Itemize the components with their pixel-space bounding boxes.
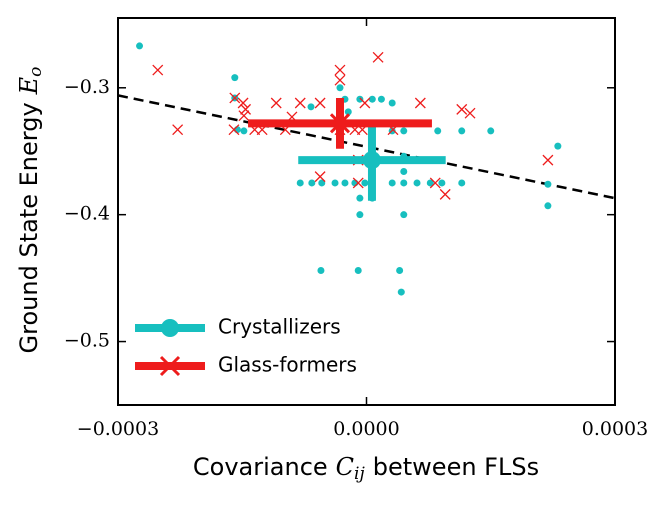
legend-label: Crystallizers bbox=[218, 315, 341, 339]
point bbox=[414, 97, 426, 109]
point bbox=[354, 267, 362, 275]
point bbox=[229, 92, 241, 104]
legend-marker bbox=[159, 355, 181, 377]
point bbox=[294, 97, 306, 109]
point bbox=[426, 179, 434, 187]
point bbox=[438, 179, 446, 187]
legend-item: Crystallizers bbox=[135, 315, 341, 339]
legend-label: Glass-formers bbox=[218, 353, 357, 377]
point bbox=[318, 179, 326, 187]
y-tick-label: −0.4 bbox=[64, 203, 110, 225]
point bbox=[400, 211, 408, 219]
y-label-text: Ground State Energy bbox=[15, 102, 43, 353]
point bbox=[334, 74, 346, 86]
point bbox=[314, 97, 326, 109]
point bbox=[388, 99, 396, 107]
point bbox=[362, 151, 381, 170]
point bbox=[400, 179, 408, 187]
point bbox=[456, 103, 468, 115]
point bbox=[356, 194, 364, 202]
point bbox=[542, 154, 554, 166]
point bbox=[270, 97, 282, 109]
point bbox=[308, 179, 316, 187]
point bbox=[361, 179, 369, 187]
point bbox=[314, 171, 326, 183]
point bbox=[554, 142, 562, 150]
point bbox=[240, 103, 252, 115]
point bbox=[372, 51, 384, 63]
point bbox=[544, 202, 552, 210]
y-label-sub: o bbox=[26, 67, 46, 77]
point bbox=[152, 64, 164, 76]
point bbox=[458, 179, 466, 187]
point bbox=[359, 97, 371, 109]
point bbox=[400, 168, 408, 176]
point bbox=[238, 110, 250, 122]
plot-frame bbox=[117, 17, 616, 406]
y-tick-label: −0.5 bbox=[64, 330, 110, 352]
point bbox=[240, 127, 248, 135]
x-label-text: Covariance bbox=[193, 453, 328, 481]
x-label-sub: ij bbox=[354, 464, 365, 484]
point bbox=[317, 267, 325, 275]
point bbox=[434, 127, 442, 135]
point bbox=[368, 95, 376, 103]
point bbox=[344, 108, 352, 116]
point bbox=[388, 179, 396, 187]
point bbox=[356, 211, 364, 219]
point bbox=[329, 113, 351, 134]
point bbox=[331, 179, 339, 187]
x-tick-label: −0.0003 bbox=[77, 418, 159, 440]
y-label-symbol: E bbox=[15, 76, 43, 95]
point bbox=[228, 124, 240, 136]
point bbox=[237, 97, 249, 109]
point bbox=[413, 179, 421, 187]
y-tick-label: −0.3 bbox=[64, 76, 110, 98]
fit-line bbox=[117, 94, 616, 200]
point bbox=[136, 42, 144, 50]
legend-item: Glass-formers bbox=[135, 353, 357, 377]
point bbox=[307, 103, 315, 111]
x-label-symbol: C bbox=[336, 453, 354, 481]
x-tick-label: 0.0003 bbox=[582, 418, 648, 440]
point bbox=[341, 179, 349, 187]
point bbox=[296, 179, 304, 187]
point bbox=[396, 267, 404, 275]
point bbox=[352, 177, 364, 189]
point bbox=[377, 95, 385, 103]
point bbox=[334, 64, 346, 76]
point bbox=[458, 127, 466, 135]
point bbox=[172, 124, 184, 136]
point bbox=[397, 288, 405, 296]
point bbox=[439, 188, 451, 200]
point bbox=[429, 177, 441, 189]
y-axis-label: Ground State Energy Eo bbox=[15, 67, 46, 354]
x-label-after: between FLSs bbox=[373, 453, 539, 481]
point bbox=[231, 74, 239, 82]
x-axis-label: Covariance Cij between FLSs bbox=[193, 453, 539, 484]
point bbox=[487, 127, 495, 135]
point bbox=[544, 180, 552, 188]
point bbox=[400, 127, 408, 135]
x-tick-label: 0.0000 bbox=[333, 418, 399, 440]
legend-marker bbox=[161, 319, 179, 337]
point bbox=[464, 107, 476, 119]
point bbox=[336, 84, 344, 92]
point bbox=[356, 95, 364, 103]
